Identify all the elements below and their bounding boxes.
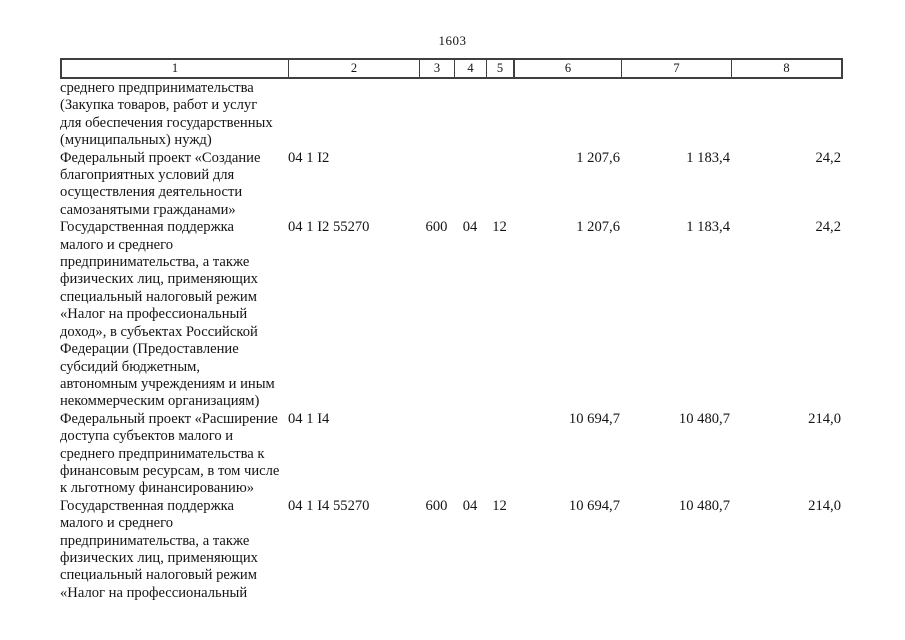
table-row: Государственная поддержка малого и средн… xyxy=(60,498,843,602)
header-col-3: 3 xyxy=(420,60,455,77)
cell-col6: 1 207,6 xyxy=(576,149,620,166)
table-row: среднего предпринимательства (Закупка то… xyxy=(60,80,843,150)
cell-name: среднего предпринимательства (Закупка то… xyxy=(60,80,273,149)
table-row: Государственная поддержка малого и средн… xyxy=(60,219,843,410)
cell-name: Федеральный проект «Расширение доступа с… xyxy=(60,410,280,497)
cell-col8: 214,0 xyxy=(808,410,841,427)
header-col-5: 5 xyxy=(487,60,515,77)
page-number: 1603 xyxy=(438,33,467,48)
cell-col4: 04 xyxy=(462,497,478,514)
table-body: среднего предпринимательства (Закупка то… xyxy=(60,80,843,602)
cell-col8: 24,2 xyxy=(815,149,841,166)
cell-code: 04 1 I2 xyxy=(288,149,330,166)
cell-col5: 12 xyxy=(492,219,507,236)
cell-col4: 04 xyxy=(462,219,478,236)
header-col-4: 4 xyxy=(455,60,487,77)
cell-code: 04 1 I4 xyxy=(288,410,330,427)
cell-col7: 10 480,7 xyxy=(678,410,730,427)
cell-code: 04 1 I4 55270 xyxy=(288,497,370,514)
cell-col6: 1 207,6 xyxy=(576,219,620,236)
cell-col8: 214,0 xyxy=(808,497,841,514)
cell-col7: 1 183,4 xyxy=(686,149,730,166)
cell-col5: 12 xyxy=(492,497,507,514)
cell-code: 04 1 I2 55270 xyxy=(288,219,370,236)
cell-col7: 1 183,4 xyxy=(686,219,730,236)
cell-col7: 10 480,7 xyxy=(678,497,730,514)
cell-name: Федеральный проект «Создание благоприятн… xyxy=(60,149,261,218)
cell-col8: 24,2 xyxy=(815,219,841,236)
header-col-6: 6 xyxy=(515,60,622,77)
cell-col6: 10 694,7 xyxy=(568,410,620,427)
cell-col3: 600 xyxy=(425,497,448,514)
header-col-1: 1 xyxy=(62,60,289,77)
header-col-7: 7 xyxy=(622,60,732,77)
table-row: Федеральный проект «Создание благоприятн… xyxy=(60,150,843,220)
cell-col6: 10 694,7 xyxy=(568,497,620,514)
table-row: Федеральный проект «Расширение доступа с… xyxy=(60,411,843,498)
cell-name: Государственная поддержка малого и средн… xyxy=(60,497,258,601)
cell-name: Государственная поддержка малого и средн… xyxy=(60,219,275,410)
header-col-2: 2 xyxy=(289,60,420,77)
cell-col3: 600 xyxy=(425,219,448,236)
header-col-8: 8 xyxy=(783,61,790,75)
